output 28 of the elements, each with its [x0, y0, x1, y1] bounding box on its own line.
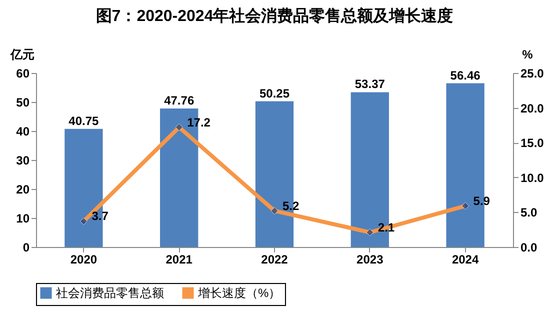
y-axis-title: 亿元 [10, 48, 34, 62]
x-tick-label: 2024 [452, 252, 479, 266]
data-label: 53.37 [354, 77, 386, 92]
y2-tick-label: 25.0 [520, 66, 544, 80]
chart-title: 图7：2020-2024年社会消费品零售总额及增长速度 [96, 6, 454, 25]
x-tick-label: 2022 [261, 252, 288, 266]
data-label: 47.76 [164, 93, 194, 108]
x-tick-label: 2021 [166, 252, 193, 266]
y2-tick-label: 5.0 [520, 206, 538, 220]
y-tick-label: 0 [22, 240, 30, 254]
y-tick-label: 30 [16, 154, 30, 168]
y-tick-label: 60 [16, 66, 30, 80]
y-tick-label: 20 [16, 182, 30, 196]
data-label: 56.46 [450, 68, 481, 82]
legend-label: 增长速度（%） [197, 286, 281, 300]
y2-tick-label: 20.0 [520, 101, 544, 116]
y2-axis-title: % [522, 48, 534, 62]
x-tick-label: 2023 [356, 252, 384, 266]
x-tick-label: 2020 [70, 252, 98, 266]
y2-tick-label: 15.0 [520, 136, 544, 150]
y2-tick-label: 0.0 [520, 240, 538, 254]
y2-tick-label: 10.0 [520, 170, 544, 185]
data-label: 50.25 [259, 86, 290, 100]
legend-label: 社会消费品零售总额 [56, 286, 164, 300]
y-tick-label: 40 [16, 124, 30, 138]
data-label: 40.75 [68, 114, 100, 128]
y-tick-label: 10 [16, 212, 30, 226]
y-tick-label: 50 [16, 96, 30, 110]
